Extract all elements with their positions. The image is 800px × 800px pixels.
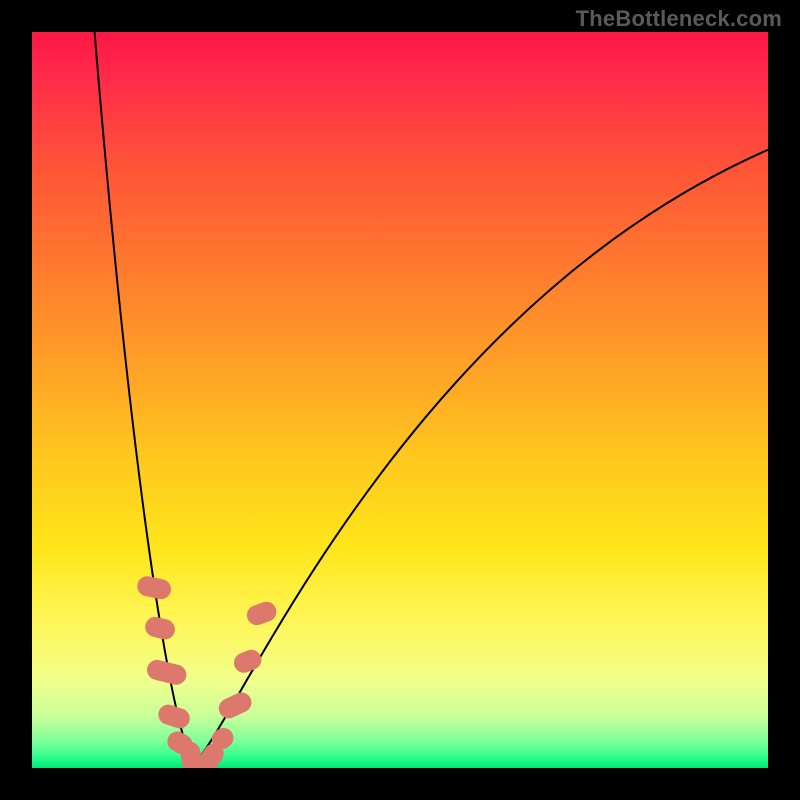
plot-area bbox=[32, 32, 768, 768]
bottleneck-chart-svg bbox=[32, 32, 768, 768]
watermark-text: TheBottleneck.com bbox=[576, 6, 782, 32]
gradient-background bbox=[32, 32, 768, 768]
chart-root: TheBottleneck.com bbox=[0, 0, 800, 800]
